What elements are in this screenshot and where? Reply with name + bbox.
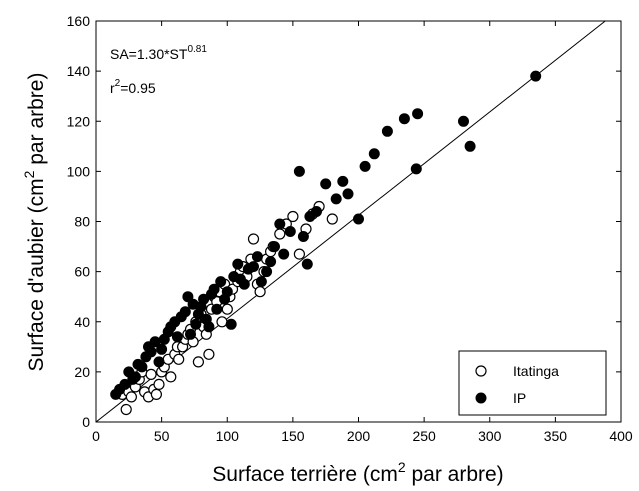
x-tick-label: 250 (412, 428, 436, 444)
point-ip (381, 125, 393, 137)
point-ip (238, 278, 250, 290)
point-ip (337, 175, 349, 187)
x-tick-label: 200 (347, 428, 371, 444)
point-itatinga (203, 348, 215, 360)
point-ip (301, 258, 313, 270)
point-ip (156, 343, 168, 355)
y-tick-label: 0 (82, 414, 90, 430)
axis-layer: 0 50 100 150 200 250 300 350 400 0 20 40 60 80 100 120 1… (67, 13, 633, 444)
point-itatinga (293, 248, 305, 260)
point-ip (129, 371, 141, 383)
point-itatinga (247, 233, 260, 245)
x-tick-label: 50 (154, 428, 170, 444)
legend-marker-ip (475, 392, 487, 404)
x-tick-label: 150 (281, 428, 305, 444)
point-itatinga (326, 213, 338, 225)
point-ip (265, 256, 277, 268)
point-itatinga (125, 391, 137, 403)
y-tick-label: 20 (74, 364, 90, 380)
point-ip (342, 188, 354, 200)
point-ip (458, 115, 469, 127)
x-tick-label: 0 (92, 428, 100, 444)
point-itatinga (254, 286, 266, 298)
equation-annotation: SA=1.30*ST0.81 (110, 44, 207, 62)
legend-box (458, 350, 607, 416)
r2-annotation: r2=0.95 (110, 78, 156, 96)
x-tick-label: 350 (544, 428, 568, 444)
point-ip (119, 378, 131, 390)
y-tick-label: 40 (74, 314, 90, 330)
point-itatinga (192, 356, 204, 368)
point-ip (232, 258, 244, 270)
point-ip (274, 218, 286, 230)
point-ip (398, 113, 410, 125)
point-ip (278, 248, 290, 260)
point-ip (203, 321, 215, 333)
point-ip (153, 356, 165, 368)
point-ip (198, 293, 210, 305)
point-ip (211, 303, 223, 315)
point-ip (221, 286, 233, 298)
point-itatinga (150, 388, 162, 400)
point-ip (136, 361, 148, 373)
legend-label-itatinga: Itatinga (513, 363, 559, 379)
point-ip (171, 331, 183, 343)
plot-layer (96, 21, 606, 422)
point-ip (190, 318, 202, 330)
x-axis-label: Surface terrière (cm2 par arbre) (212, 459, 503, 486)
point-itatinga (120, 403, 132, 416)
point-ip (269, 241, 280, 253)
point-ip (412, 108, 424, 120)
point-ip (330, 193, 342, 205)
point-ip (311, 206, 322, 217)
point-ip (225, 318, 237, 330)
y-tick-label: 160 (67, 13, 91, 29)
point-ip (368, 148, 380, 160)
point-ip (215, 276, 227, 288)
y-axis-label: Surface d'aubier (cm2 par arbre) (21, 73, 48, 372)
point-ip (182, 291, 194, 303)
point-itatinga (145, 368, 157, 380)
y-tick-label: 80 (74, 214, 90, 230)
point-ip (261, 266, 273, 278)
x-tick-label: 400 (609, 428, 633, 444)
point-ip (251, 251, 263, 263)
point-itatinga (274, 228, 286, 240)
point-ip (284, 226, 296, 237)
point-ip (293, 165, 305, 177)
point-ip (297, 231, 309, 242)
point-ip (185, 328, 196, 340)
y-tick-label: 140 (67, 63, 91, 79)
point-ip (208, 283, 220, 295)
legend-marker-itatinga (475, 365, 487, 377)
point-ip (353, 213, 364, 225)
point-ip (248, 261, 259, 273)
point-ip (410, 163, 422, 175)
y-tick-label: 100 (67, 163, 91, 179)
x-tick-label: 100 (216, 428, 240, 444)
point-ip (530, 70, 542, 82)
point-ip (145, 346, 157, 358)
point-itatinga (221, 303, 233, 315)
point-itatinga (165, 371, 177, 383)
y-tick-label: 60 (74, 264, 90, 280)
point-itatinga (216, 316, 228, 328)
point-ip (464, 140, 476, 152)
series-ip (110, 70, 542, 400)
point-itatinga (287, 210, 299, 223)
point-ip (320, 178, 332, 190)
x-tick-label: 300 (478, 428, 502, 444)
point-ip (255, 276, 267, 288)
y-tick-label: 120 (67, 113, 91, 129)
point-itatinga (173, 353, 185, 365)
point-ip (179, 306, 191, 318)
legend-label-ip: IP (513, 390, 526, 406)
point-ip (359, 160, 371, 172)
point-itatinga (153, 378, 165, 390)
legend: Itatinga IP (458, 350, 607, 416)
